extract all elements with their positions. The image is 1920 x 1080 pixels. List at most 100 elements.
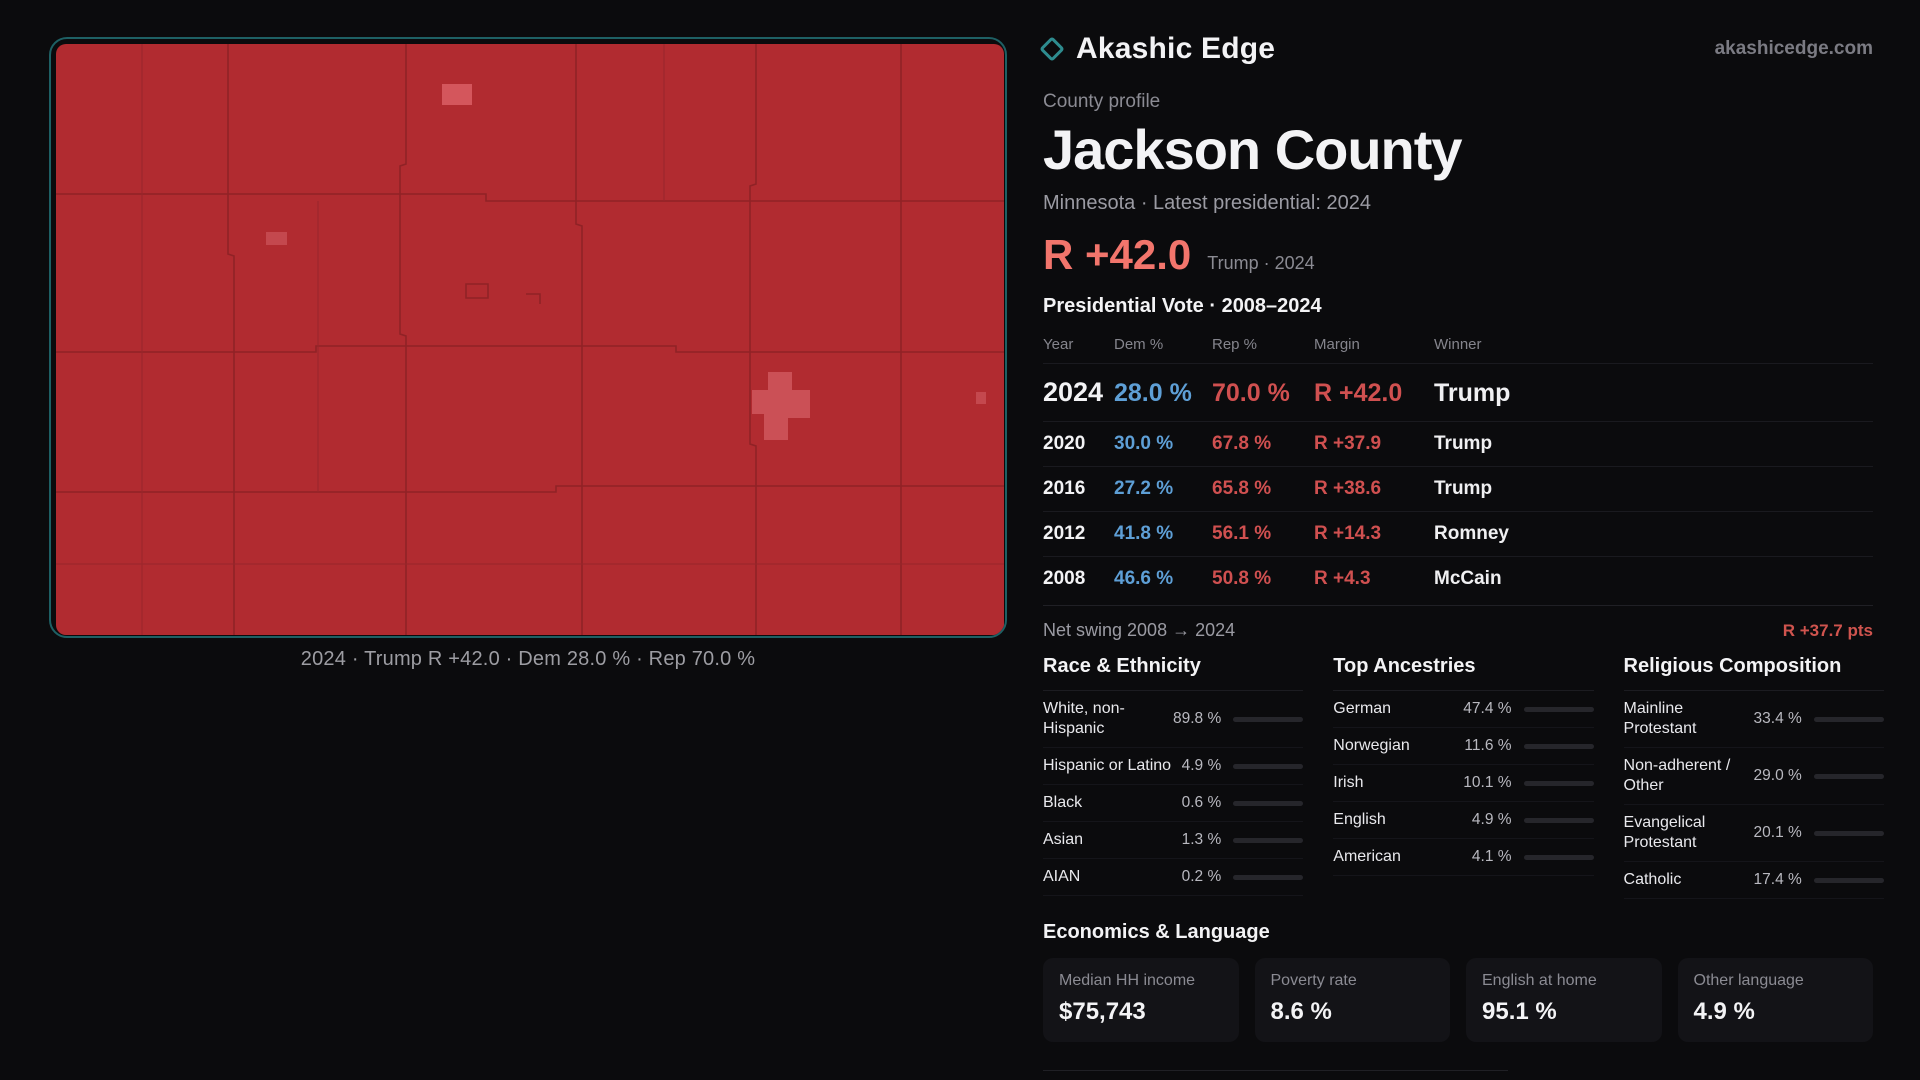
stat-bar: [1813, 830, 1884, 836]
rep-cell: 67.8 %: [1212, 433, 1272, 454]
brand-name: Akashic Edge: [1076, 32, 1276, 65]
dem-cell: 27.2 %: [1114, 478, 1174, 499]
footer: Sources: Akashic Edge elections database…: [1043, 1070, 1873, 1080]
rep-cell: 70.0 %: [1212, 379, 1290, 407]
table-row: 2008 46.6 % 50.8 % R +4.3 McCain: [1043, 556, 1873, 601]
stat-bar: [1813, 716, 1884, 722]
winner-cell: Trump: [1434, 379, 1511, 407]
list-item: American 4.1 %: [1333, 839, 1594, 876]
col-year: Year: [1043, 336, 1074, 353]
year-cell: 2008: [1043, 568, 1086, 589]
stat-card-median-income: Median HH income $75,743: [1043, 958, 1239, 1042]
rep-cell: 56.1 %: [1212, 523, 1272, 544]
race-title: Race & Ethnicity: [1043, 655, 1304, 691]
dem-cell: 28.0 %: [1114, 379, 1192, 407]
footer-divider: [1043, 1070, 1508, 1071]
stat-card-poverty-rate: Poverty rate 8.6 %: [1254, 958, 1450, 1042]
rep-cell: 65.8 %: [1212, 478, 1272, 499]
stat-bar: [1523, 706, 1594, 712]
table-row: 2016 27.2 % 65.8 % R +38.6 Trump: [1043, 466, 1873, 511]
stat-bar: [1233, 874, 1304, 880]
ancestry-column: Top Ancestries German 47.4 % Norwegian 1…: [1333, 655, 1594, 899]
map-caption: 2024 · Trump R +42.0 · Dem 28.0 % · Rep …: [300, 648, 756, 670]
list-item: English 4.9 %: [1333, 802, 1594, 839]
dem-cell: 30.0 %: [1114, 433, 1174, 454]
table-row: 2020 30.0 % 67.8 % R +37.9 Trump: [1043, 421, 1873, 466]
county-map[interactable]: [49, 37, 1007, 638]
margin-cell: R +37.9: [1314, 433, 1382, 454]
winner-cell: Trump: [1434, 478, 1493, 499]
margin-cell: R +4.3: [1314, 568, 1371, 589]
county-map-svg: [56, 44, 1004, 635]
year-cell: 2024: [1043, 377, 1104, 407]
net-swing-label: Net swing 2008 → 2024: [1043, 620, 1236, 640]
stat-card-english-at-home: English at home 95.1 %: [1466, 958, 1662, 1042]
stat-bar: [1523, 780, 1594, 786]
list-item: AIAN 0.2 %: [1043, 859, 1304, 896]
list-item: Black 0.6 %: [1043, 785, 1304, 822]
list-item: Catholic 17.4 %: [1623, 862, 1884, 899]
year-cell: 2020: [1043, 433, 1086, 454]
list-item: Asian 1.3 %: [1043, 822, 1304, 859]
county-profile-panel: Akashic Edge akashicedge.com County prof…: [1039, 32, 1884, 1080]
demographics-section: Race & Ethnicity White, non-Hispanic 89.…: [1043, 655, 1884, 899]
headline-margin-value: R +42.0: [1043, 231, 1192, 278]
list-item: Irish 10.1 %: [1333, 765, 1594, 802]
stat-bar: [1233, 716, 1304, 722]
religion-title: Religious Composition: [1623, 655, 1884, 691]
net-swing-row: Net swing 2008 → 2024 R +37.7 pts: [1043, 605, 1873, 641]
vote-table-header: Year Dem % Rep % Margin Winner: [1043, 330, 1873, 363]
list-item: White, non-Hispanic 89.8 %: [1043, 691, 1304, 748]
list-item: Hispanic or Latino 4.9 %: [1043, 748, 1304, 785]
list-item: German 47.4 %: [1333, 691, 1594, 728]
eyebrow-label: County profile: [1043, 91, 1161, 112]
stat-bar: [1233, 837, 1304, 843]
winner-cell: Trump: [1434, 433, 1493, 454]
page-title: Jackson County: [1043, 118, 1463, 181]
stat-bar: [1233, 763, 1304, 769]
vote-table-title: Presidential Vote · 2008–2024: [1043, 295, 1322, 317]
race-ethnicity-column: Race & Ethnicity White, non-Hispanic 89.…: [1043, 655, 1304, 899]
list-item: Evangelical Protestant 20.1 %: [1623, 805, 1884, 862]
list-item: Norwegian 11.6 %: [1333, 728, 1594, 765]
religion-column: Religious Composition Mainline Protestan…: [1623, 655, 1884, 899]
stat-bar: [1813, 773, 1884, 779]
col-dem: Dem %: [1114, 336, 1164, 353]
economics-cards: Median HH income $75,743 Poverty rate 8.…: [1043, 958, 1873, 1042]
col-margin: Margin: [1314, 336, 1360, 353]
brand-domain-link[interactable]: akashicedge.com: [1714, 38, 1873, 59]
list-item: Mainline Protestant 33.4 %: [1623, 691, 1884, 748]
stat-bar: [1523, 854, 1594, 860]
year-cell: 2016: [1043, 478, 1086, 499]
map-town-patch: [442, 84, 472, 105]
margin-cell: R +42.0: [1314, 379, 1403, 407]
headline-margin-note: Trump · 2024: [1207, 253, 1315, 273]
rep-cell: 50.8 %: [1212, 568, 1272, 589]
list-item: Non-adherent / Other 29.0 %: [1623, 748, 1884, 805]
stat-card-other-language: Other language 4.9 %: [1677, 958, 1873, 1042]
table-row: 2024 28.0 % 70.0 % R +42.0 Trump: [1043, 363, 1873, 421]
winner-cell: Romney: [1434, 523, 1509, 544]
stat-bar: [1813, 877, 1884, 883]
header: Akashic Edge akashicedge.com: [1039, 32, 1873, 66]
margin-cell: R +14.3: [1314, 523, 1382, 544]
col-winner: Winner: [1434, 336, 1482, 353]
headline-margin-row: R +42.0 Trump · 2024: [1043, 231, 1873, 279]
stat-bar: [1233, 800, 1304, 806]
table-row: 2012 41.8 % 56.1 % R +14.3 Romney: [1043, 511, 1873, 556]
diamond-logo-icon: [1039, 36, 1065, 62]
dem-cell: 41.8 %: [1114, 523, 1174, 544]
col-rep: Rep %: [1212, 336, 1258, 353]
dem-cell: 46.6 %: [1114, 568, 1174, 589]
winner-cell: McCain: [1434, 568, 1502, 589]
vote-table: Year Dem % Rep % Margin Winner 2024 28.0…: [1043, 330, 1873, 601]
stat-bar: [1523, 743, 1594, 749]
subtitle: Minnesota · Latest presidential: 2024: [1043, 192, 1371, 214]
net-swing-value: R +37.7 pts: [1782, 621, 1873, 640]
economics-title: Economics & Language: [1043, 921, 1270, 943]
stat-bar: [1523, 817, 1594, 823]
margin-cell: R +38.6: [1314, 478, 1382, 499]
ancestry-title: Top Ancestries: [1333, 655, 1594, 691]
year-cell: 2012: [1043, 523, 1086, 544]
